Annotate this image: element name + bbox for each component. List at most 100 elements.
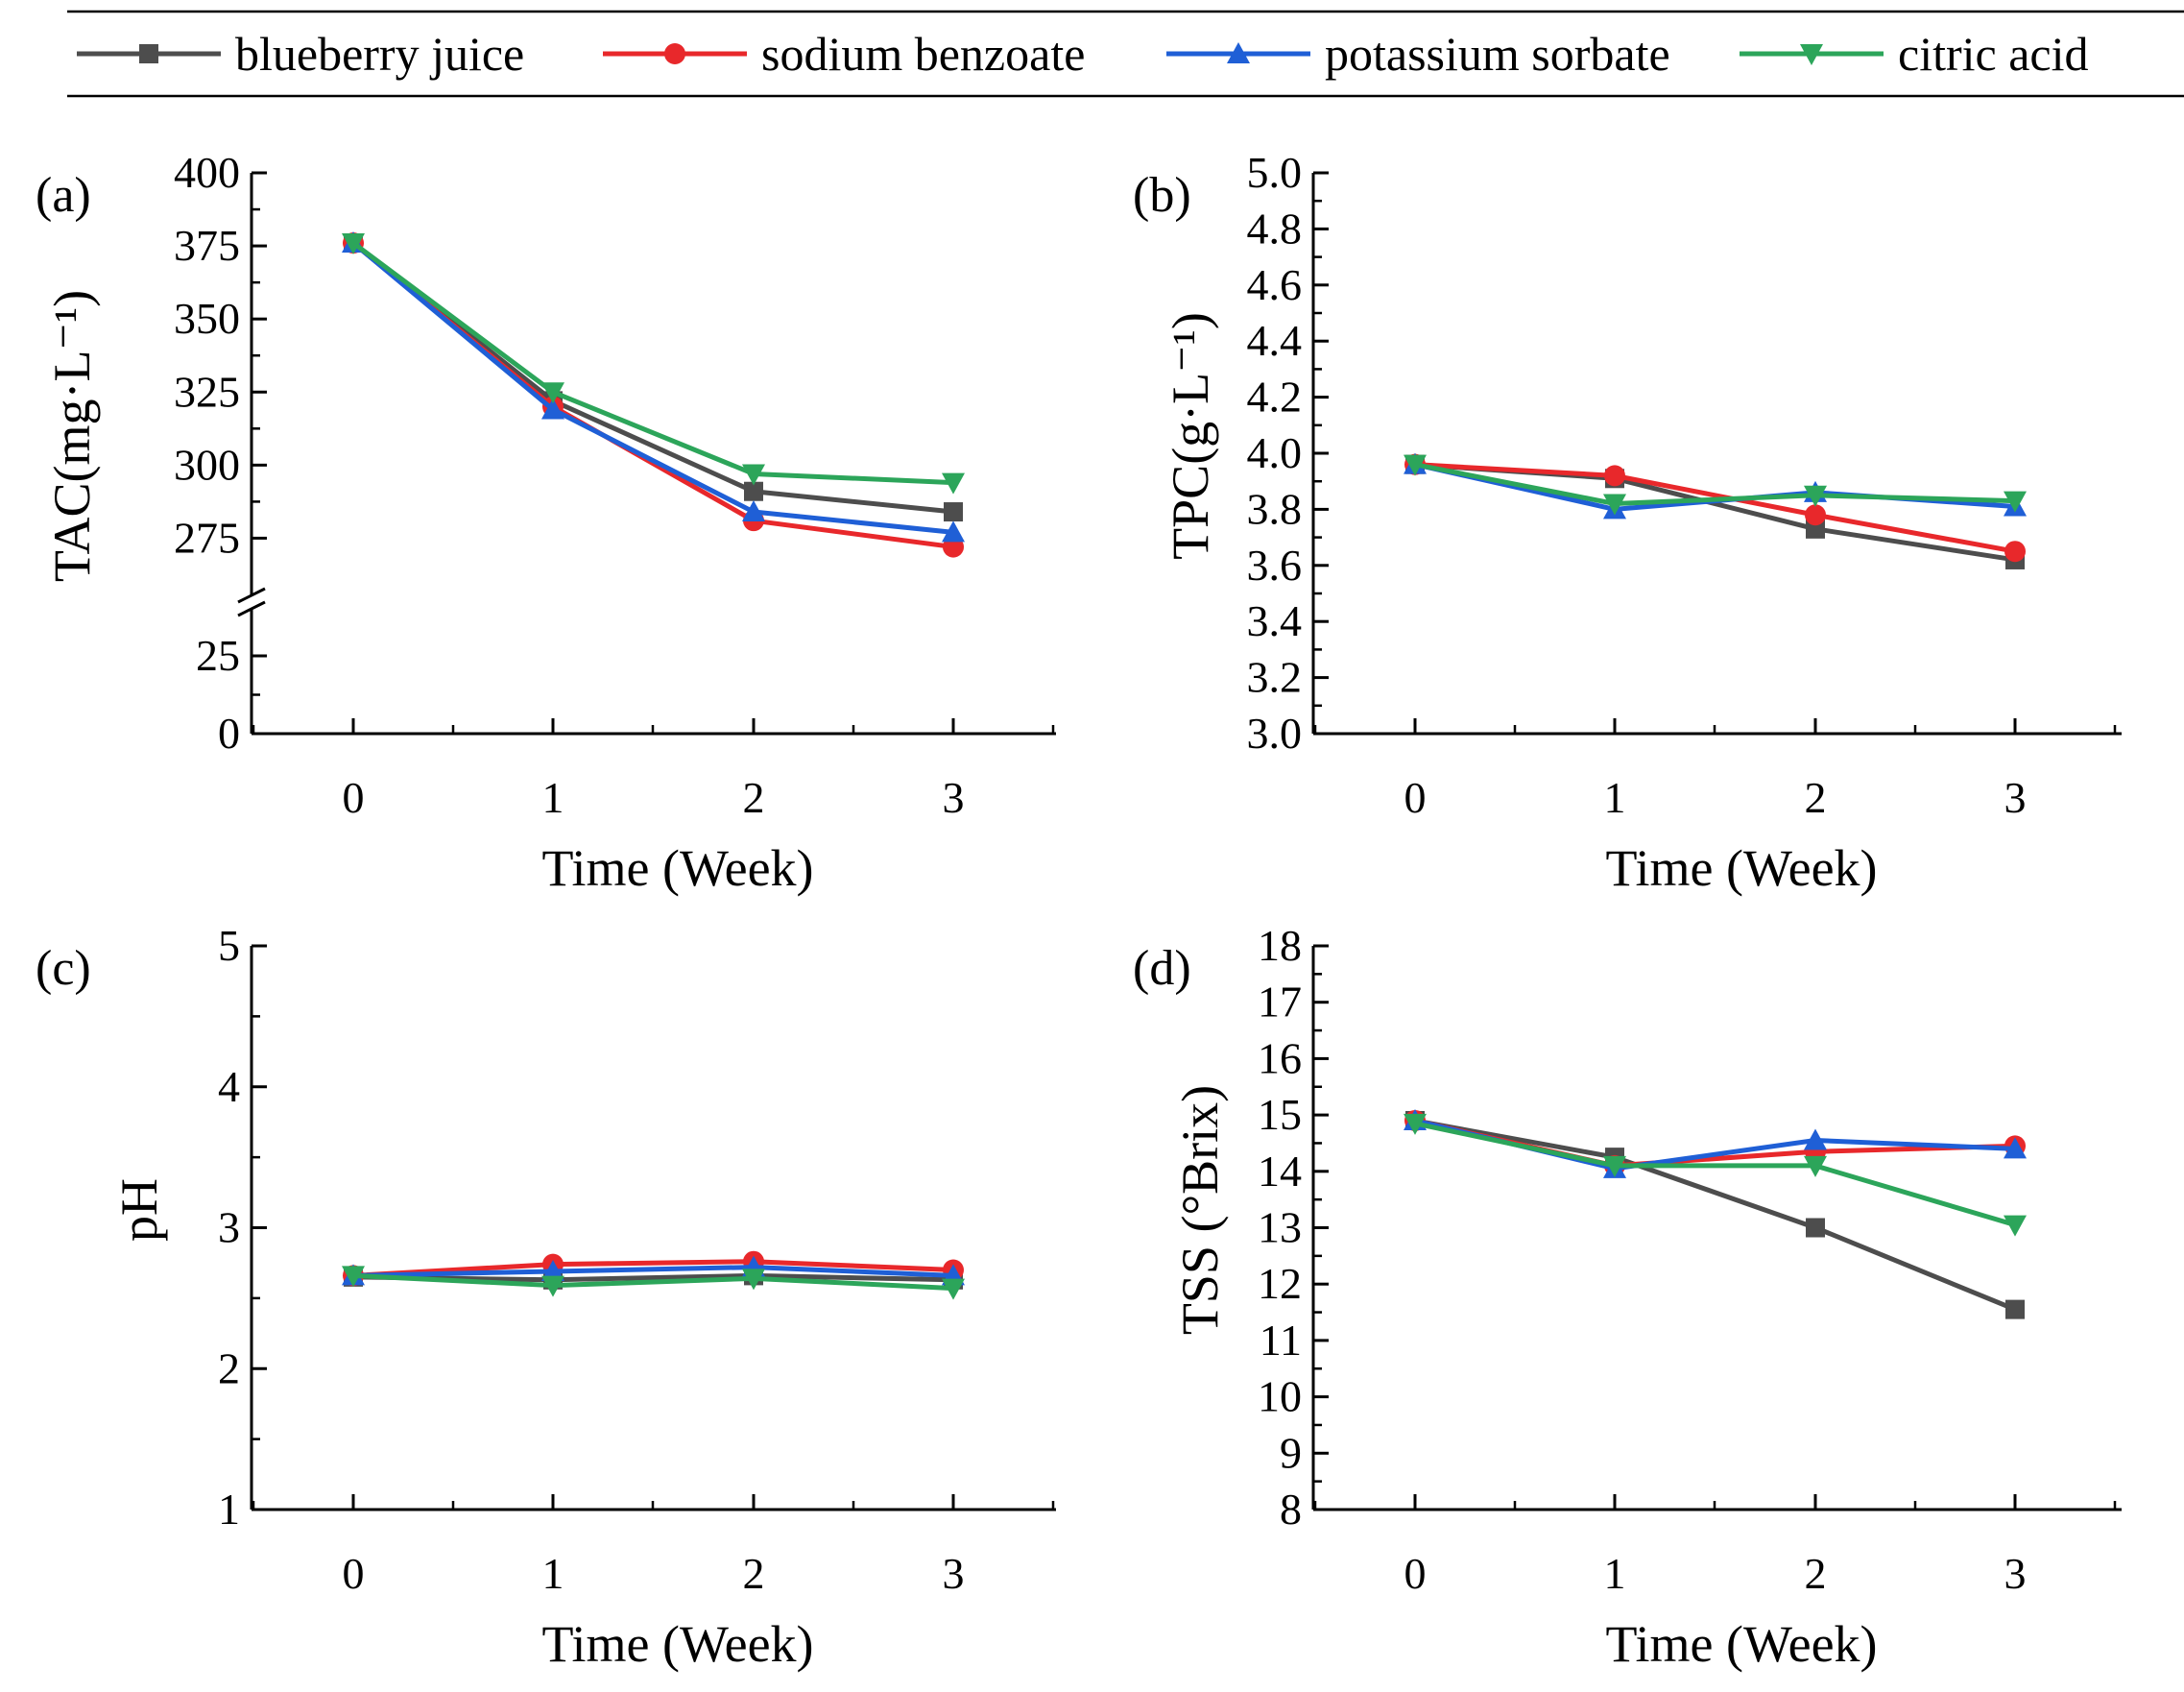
panel-a: 0 25 275 300 325 350 375 400 0 1 2 3 Time (Week) TAC(… xyxy=(36,148,1056,897)
series-line xyxy=(1414,462,2016,507)
y-tick-label: 9 xyxy=(1280,1428,1302,1477)
data-point xyxy=(1603,494,1626,516)
data-point xyxy=(2004,1215,2027,1237)
legend-item: sodium benzoate xyxy=(603,27,1085,81)
x-tick-label: 1 xyxy=(1604,773,1626,822)
series-citric-acid xyxy=(1404,454,2027,516)
data-point xyxy=(1603,1155,1626,1177)
series-potassium-sorbate xyxy=(342,231,965,543)
y-tick-label: 13 xyxy=(1258,1203,1302,1252)
x-tick-label: 1 xyxy=(542,773,564,822)
x-tick-label: 2 xyxy=(1805,773,1827,822)
x-axis-title: Time (Week) xyxy=(541,1615,813,1673)
y-tick-label: 10 xyxy=(1258,1372,1302,1421)
y-tick-label: 350 xyxy=(174,294,240,343)
series-line xyxy=(1414,1118,2016,1312)
data-point xyxy=(2005,1299,2025,1319)
y-axis-title: pH xyxy=(110,1178,168,1242)
data-point xyxy=(742,1269,765,1291)
series-line xyxy=(352,1265,954,1278)
series-blueberry-juice xyxy=(1405,454,2025,569)
series-citric-acid xyxy=(342,233,965,495)
y-tick-label: 4.2 xyxy=(1247,373,1303,422)
x-axis-title: Time (Week) xyxy=(1605,1615,1877,1673)
y-tick-label: 8 xyxy=(1280,1485,1302,1534)
legend-item: blueberry juice xyxy=(77,27,524,81)
data-point xyxy=(541,398,564,420)
data-point xyxy=(1404,1113,1427,1135)
y-tick-label: 3.6 xyxy=(1247,541,1303,590)
data-point xyxy=(342,1266,365,1288)
x-tick-label: 3 xyxy=(943,1549,965,1598)
data-point xyxy=(942,1278,965,1300)
data-point xyxy=(1604,465,1625,487)
y-tick-label: 300 xyxy=(174,440,240,489)
x-tick-label: 2 xyxy=(743,1549,765,1598)
series-potassium-sorbate xyxy=(1404,452,2027,520)
y-tick-label: 275 xyxy=(174,513,240,562)
y-tick-label: 5.0 xyxy=(1247,148,1303,197)
data-point xyxy=(1806,1218,1825,1238)
x-tick-label: 3 xyxy=(2004,1549,2027,1598)
data-point xyxy=(2004,491,2027,513)
x-tick-label: 3 xyxy=(2004,773,2027,822)
y-tick-label: 15 xyxy=(1258,1090,1302,1139)
series-line xyxy=(351,241,954,515)
panel-b: 3.0 3.2 3.4 3.6 3.8 4.0 4.2 4.4 4.6 4.8 5.0 0 1 2 3 Tim… xyxy=(1133,148,2122,897)
y-tick-label: 17 xyxy=(1258,978,1302,1027)
data-point xyxy=(541,382,564,404)
y-axis-title: TSS (°Brix) xyxy=(1171,1085,1229,1335)
axis-break-mark xyxy=(237,587,266,604)
legend-item: potassium sorbate xyxy=(1166,27,1670,81)
data-point xyxy=(1804,1128,1827,1150)
x-tick-label: 0 xyxy=(1404,773,1427,822)
x-axis-title: Time (Week) xyxy=(541,839,813,897)
x-tick-label: 0 xyxy=(1404,1549,1427,1598)
data-point xyxy=(1805,504,1826,526)
panel-label: (c) xyxy=(36,941,91,996)
y-tick-label: 25 xyxy=(196,631,240,680)
x-tick-label: 1 xyxy=(542,1549,564,1598)
legend-label: citric acid xyxy=(1898,27,2089,81)
y-tick-label: 3.2 xyxy=(1247,653,1303,702)
legend-marker xyxy=(1800,44,1823,65)
y-tick-label: 375 xyxy=(174,221,240,270)
series-line xyxy=(1414,462,2016,563)
data-point xyxy=(342,233,365,255)
data-point xyxy=(742,500,765,522)
legend-marker xyxy=(664,43,685,64)
series-line xyxy=(1414,462,2016,554)
y-tick-label: 400 xyxy=(174,148,240,197)
series-line xyxy=(352,1259,954,1278)
panel-label: (a) xyxy=(36,168,91,223)
series-line xyxy=(351,241,954,486)
y-tick-label: 4.0 xyxy=(1247,428,1303,477)
data-point xyxy=(742,464,765,486)
legend-label: potassium sorbate xyxy=(1325,27,1670,81)
series-line xyxy=(352,1272,954,1292)
y-axis-title: TAC(mg·L⁻¹) xyxy=(43,290,101,582)
x-tick-label: 0 xyxy=(343,773,365,822)
panel-label: (d) xyxy=(1133,941,1191,996)
y-tick-label: 4 xyxy=(218,1062,240,1111)
legend-label: blueberry juice xyxy=(235,27,524,81)
data-point xyxy=(541,1275,564,1297)
x-tick-label: 3 xyxy=(943,773,965,822)
series-citric-acid xyxy=(1404,1113,2027,1237)
legend-item: citric acid xyxy=(1740,27,2089,81)
y-tick-label: 3.4 xyxy=(1247,596,1303,645)
data-point xyxy=(1404,454,1427,476)
y-tick-label: 2 xyxy=(218,1343,240,1392)
axis-break-mark xyxy=(237,600,266,617)
series-line xyxy=(1414,1121,2016,1227)
data-point xyxy=(942,520,965,543)
data-point xyxy=(541,1259,564,1281)
x-tick-label: 2 xyxy=(743,773,765,822)
data-point xyxy=(744,481,763,501)
data-point xyxy=(1804,485,1827,507)
y-tick-label: 3 xyxy=(218,1203,240,1252)
x-tick-label: 1 xyxy=(1604,1549,1626,1598)
data-point xyxy=(942,472,965,495)
